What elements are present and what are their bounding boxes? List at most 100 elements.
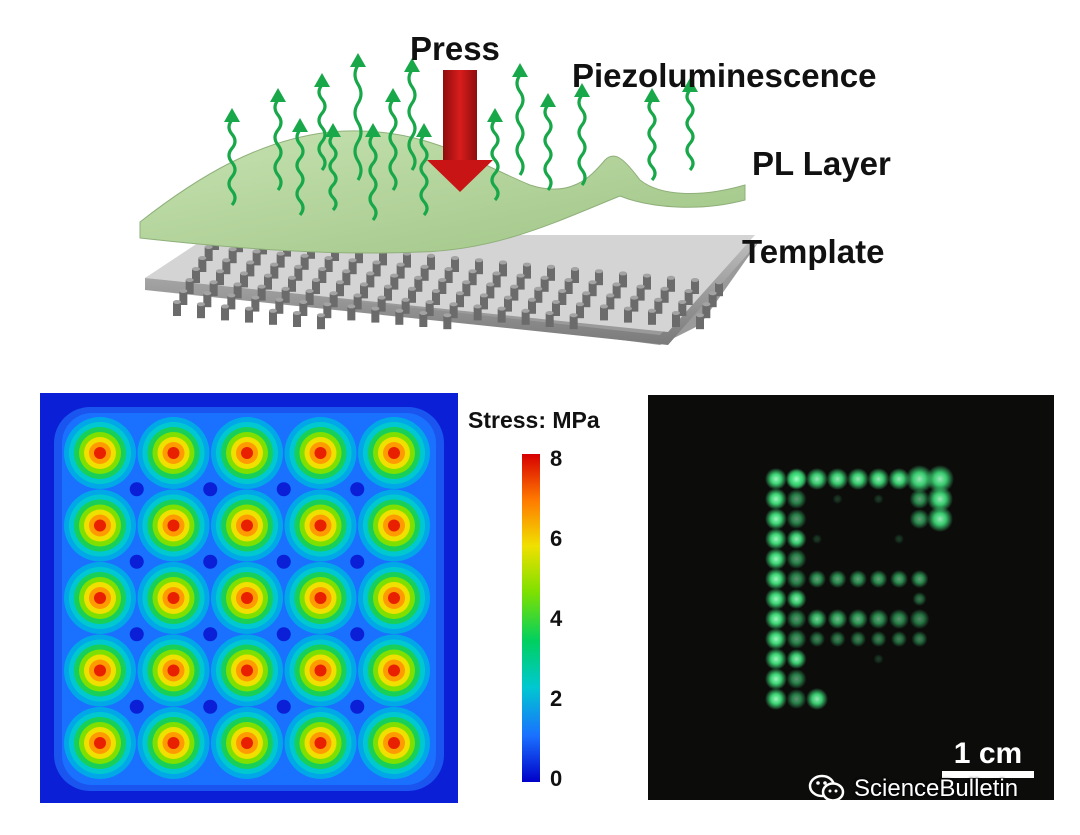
emission-arrowhead	[416, 123, 432, 137]
glow-dot	[765, 468, 787, 490]
glow-dot	[848, 609, 868, 629]
stress-hotspot	[358, 417, 430, 489]
emission-wave	[649, 100, 655, 180]
wechat-icon	[808, 774, 846, 804]
glow-dot	[850, 631, 866, 647]
glow-dot	[786, 468, 808, 490]
template-pillar	[648, 311, 656, 325]
glow-dot	[787, 529, 807, 549]
stress-gap	[130, 482, 144, 496]
stress-hotspot	[64, 417, 136, 489]
emission-wave	[545, 105, 551, 190]
glow-dot	[911, 570, 929, 588]
stress-hotspot	[211, 635, 283, 707]
colorbar-title: Stress: MPa	[468, 407, 600, 433]
watermark: ScienceBulletin	[808, 772, 1018, 806]
glow-dot	[765, 548, 787, 570]
template-pillar	[371, 309, 379, 323]
glow-dot	[912, 631, 928, 647]
stress-hotspot	[211, 562, 283, 634]
glow-dot	[787, 669, 807, 689]
glow-dot	[787, 509, 807, 529]
glow-dot	[910, 609, 930, 629]
emission-wave	[517, 75, 523, 175]
glow-dot	[765, 588, 787, 610]
stress-hotspot	[358, 635, 430, 707]
glow-dot	[849, 570, 867, 588]
glow-dot	[765, 648, 787, 670]
glow-dot	[765, 488, 787, 510]
colorbar-tick-label: 8	[550, 446, 562, 471]
glow-dot	[830, 631, 846, 647]
glow-dot	[874, 654, 884, 664]
stress-hotspot	[211, 417, 283, 489]
stress-gap	[203, 700, 217, 714]
glow-dot	[829, 570, 847, 588]
template-pillar	[546, 313, 554, 327]
emission-arrowhead	[314, 73, 330, 87]
template-pillar	[600, 306, 608, 320]
piezoluminescence-label: Piezoluminescence	[572, 57, 876, 95]
glow-dot	[765, 628, 787, 650]
emission-arrowhead	[224, 108, 240, 122]
stress-hotspot	[358, 490, 430, 562]
stress-hotspot	[138, 562, 210, 634]
template-pillar	[395, 311, 403, 325]
glow-dot	[828, 609, 848, 629]
emission-wave	[579, 95, 585, 185]
template-pillar	[696, 315, 704, 329]
emission-arrowhead	[540, 93, 556, 107]
stress-gap	[203, 627, 217, 641]
stress-gap	[350, 555, 364, 569]
press-label: Press	[410, 30, 500, 68]
template-pillar	[419, 313, 427, 327]
stress-map-panel	[40, 393, 458, 803]
stress-hotspot	[64, 562, 136, 634]
stress-hotspot	[211, 490, 283, 562]
glow-dot	[913, 592, 927, 606]
stress-hotspot	[64, 490, 136, 562]
emission-arrowhead	[292, 118, 308, 132]
template-pillar	[672, 313, 680, 327]
glow-dot	[910, 509, 930, 529]
stress-gap	[130, 627, 144, 641]
emission-arrowhead	[325, 123, 341, 137]
stress-hotspot	[64, 635, 136, 707]
glow-dot	[847, 468, 869, 490]
emission-wave	[687, 90, 693, 170]
glow-dot	[765, 528, 787, 550]
template-pillar	[221, 306, 229, 320]
glow-dot	[765, 608, 787, 630]
stress-gap	[277, 627, 291, 641]
template-pillar	[570, 315, 578, 329]
glow-dot	[910, 489, 930, 509]
stress-gap	[277, 700, 291, 714]
template-pillar	[443, 315, 451, 329]
stress-hotspot	[138, 490, 210, 562]
glow-dot	[787, 689, 807, 709]
template-pillar	[293, 313, 301, 327]
template-pillar	[624, 309, 632, 323]
glow-dot	[787, 489, 807, 509]
glow-dot	[806, 688, 828, 710]
stress-gap	[350, 627, 364, 641]
scale-bar-label: 1 cm	[954, 737, 1022, 770]
stress-hotspot	[211, 707, 283, 779]
stress-gap	[130, 555, 144, 569]
stress-hotspot	[285, 635, 357, 707]
glow-dot	[927, 506, 953, 532]
glow-dot	[765, 668, 787, 690]
template-pillar	[245, 309, 253, 323]
schematic-illustration	[0, 0, 1080, 380]
glow-dot	[833, 494, 843, 504]
stress-gap	[277, 482, 291, 496]
letter-f-dots: 1 cm	[648, 395, 1054, 800]
emission-arrowhead	[487, 108, 503, 122]
glow-dot	[787, 629, 807, 649]
stress-hotspot	[285, 707, 357, 779]
stress-hotspot	[64, 707, 136, 779]
stress-hotspot	[285, 562, 357, 634]
glow-dot	[890, 570, 908, 588]
emission-arrowhead	[385, 88, 401, 102]
glow-dot	[812, 534, 822, 544]
